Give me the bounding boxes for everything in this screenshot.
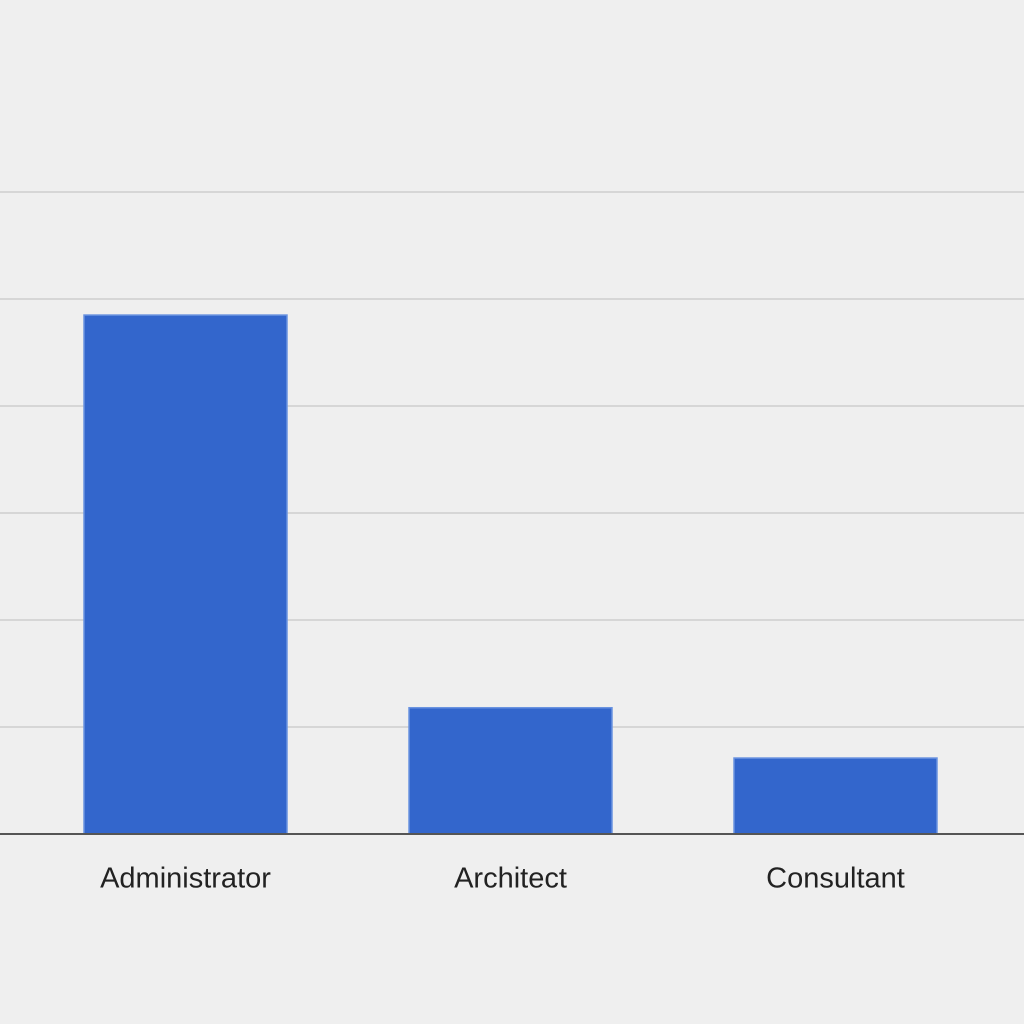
bar-architect — [408, 706, 613, 835]
bar-administrator — [83, 314, 288, 835]
x-tick-label-administrator: Administrator — [100, 863, 271, 895]
bar-consultant — [733, 757, 938, 835]
x-tick-label-consultant: Consultant — [766, 863, 905, 895]
bars — [83, 314, 938, 835]
x-axis-labels: Administrator Architect Consultant — [100, 863, 905, 895]
x-tick-label-architect: Architect — [454, 863, 567, 895]
